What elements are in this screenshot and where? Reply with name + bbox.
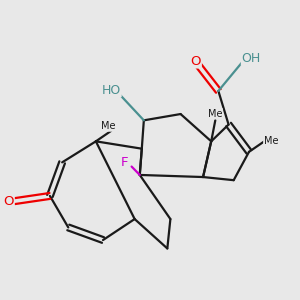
- Text: Me: Me: [264, 136, 278, 146]
- Text: F: F: [121, 156, 128, 169]
- Text: OH: OH: [242, 52, 261, 65]
- Text: Me: Me: [101, 121, 116, 131]
- Text: O: O: [191, 55, 201, 68]
- Text: HO: HO: [102, 84, 121, 97]
- Text: O: O: [4, 195, 14, 208]
- Text: Me: Me: [208, 109, 223, 119]
